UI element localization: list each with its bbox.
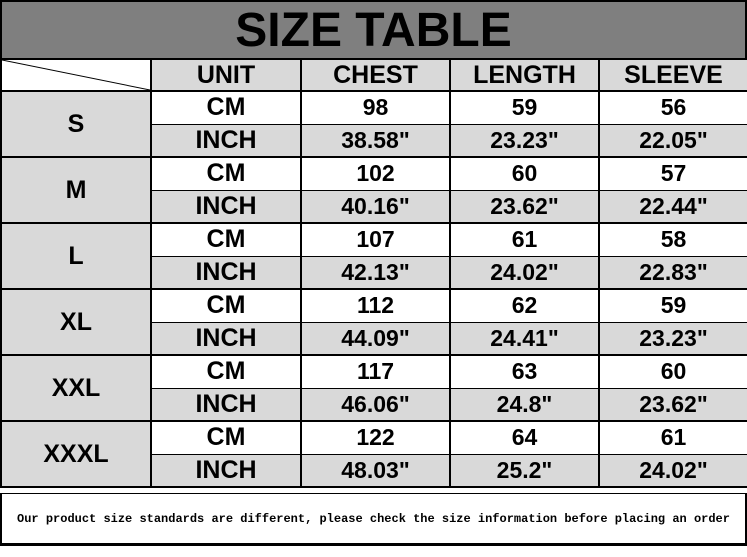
unit-inch-cell: INCH: [150, 453, 302, 488]
size-label-m: M: [0, 156, 152, 224]
unit-inch-cell: INCH: [150, 189, 302, 224]
unit-inch-cell: INCH: [150, 387, 302, 422]
unit-inch-cell: INCH: [150, 255, 302, 290]
header-chest: CHEST: [300, 58, 451, 92]
unit-cm-cell: CM: [150, 354, 302, 389]
unit-cm-cell: CM: [150, 222, 302, 257]
unit-cm-cell: CM: [150, 288, 302, 323]
value-cell: 25.2": [449, 453, 600, 488]
value-cell: 102: [300, 156, 451, 191]
table-row: XL CM 112 62 59: [0, 288, 747, 356]
value-cell: 64: [449, 420, 600, 455]
value-cell: 117: [300, 354, 451, 389]
table-row: INCH 46.06" 24.8" 23.62": [1, 387, 747, 422]
unit-cm-cell: CM: [150, 420, 302, 455]
value-cell: 24.02": [598, 453, 747, 488]
value-cell: 24.41": [449, 321, 600, 356]
value-cell: 60: [598, 354, 747, 389]
value-cell: 107: [300, 222, 451, 257]
value-cell: 23.62": [449, 189, 600, 224]
size-table: UNIT CHEST LENGTH SLEEVE S CM 98 59 56 I…: [0, 58, 747, 488]
value-cell: 24.8": [449, 387, 600, 422]
header-sleeve: SLEEVE: [598, 58, 747, 92]
value-cell: 122: [300, 420, 451, 455]
value-cell: 57: [598, 156, 747, 191]
value-cell: 58: [598, 222, 747, 257]
value-cell: 48.03": [300, 453, 451, 488]
table-row: XXXL CM 122 64 61: [0, 420, 747, 488]
value-cell: 22.44": [598, 189, 747, 224]
unit-inch-cell: INCH: [150, 123, 302, 158]
table-row: INCH 48.03" 25.2" 24.02": [1, 453, 747, 488]
value-cell: 46.06": [300, 387, 451, 422]
size-label-xxxl: XXXL: [0, 420, 152, 488]
value-cell: 61: [598, 420, 747, 455]
value-cell: 23.62": [598, 387, 747, 422]
unit-cm-cell: CM: [150, 90, 302, 125]
value-cell: 22.83": [598, 255, 747, 290]
table-row: INCH 38.58" 23.23" 22.05": [1, 123, 747, 158]
table-row: INCH 40.16" 23.62" 22.44": [1, 189, 747, 224]
value-cell: 40.16": [300, 189, 451, 224]
header-unit: UNIT: [150, 58, 302, 92]
table-row: INCH 42.13" 24.02" 22.83": [1, 255, 747, 290]
value-cell: 22.05": [598, 123, 747, 158]
value-cell: 61: [449, 222, 600, 257]
size-label-l: L: [0, 222, 152, 290]
corner-cell: [0, 58, 152, 92]
value-cell: 44.09": [300, 321, 451, 356]
size-label-xl: XL: [0, 288, 152, 356]
value-cell: 24.02": [449, 255, 600, 290]
table-row: INCH 44.09" 24.41" 23.23": [1, 321, 747, 356]
value-cell: 59: [449, 90, 600, 125]
header-length: LENGTH: [449, 58, 600, 92]
value-cell: 59: [598, 288, 747, 323]
value-cell: 98: [300, 90, 451, 125]
size-label-s: S: [0, 90, 152, 158]
size-disclaimer-note: Our product size standards are different…: [0, 493, 747, 546]
value-cell: 60: [449, 156, 600, 191]
value-cell: 112: [300, 288, 451, 323]
table-row: XXL CM 117 63 60: [0, 354, 747, 422]
table-row: M CM 102 60 57: [0, 156, 747, 224]
value-cell: 42.13": [300, 255, 451, 290]
unit-inch-cell: INCH: [150, 321, 302, 356]
value-cell: 56: [598, 90, 747, 125]
table-row: L CM 107 61 58: [0, 222, 747, 290]
value-cell: 62: [449, 288, 600, 323]
table-row: S CM 98 59 56: [0, 90, 747, 158]
value-cell: 23.23": [598, 321, 747, 356]
size-table-title: SIZE TABLE: [0, 0, 747, 58]
value-cell: 23.23": [449, 123, 600, 158]
unit-cm-cell: CM: [150, 156, 302, 191]
value-cell: 63: [449, 354, 600, 389]
header-row: UNIT CHEST LENGTH SLEEVE: [0, 58, 747, 92]
value-cell: 38.58": [300, 123, 451, 158]
size-label-xxl: XXL: [0, 354, 152, 422]
diagonal-line: [2, 60, 150, 90]
